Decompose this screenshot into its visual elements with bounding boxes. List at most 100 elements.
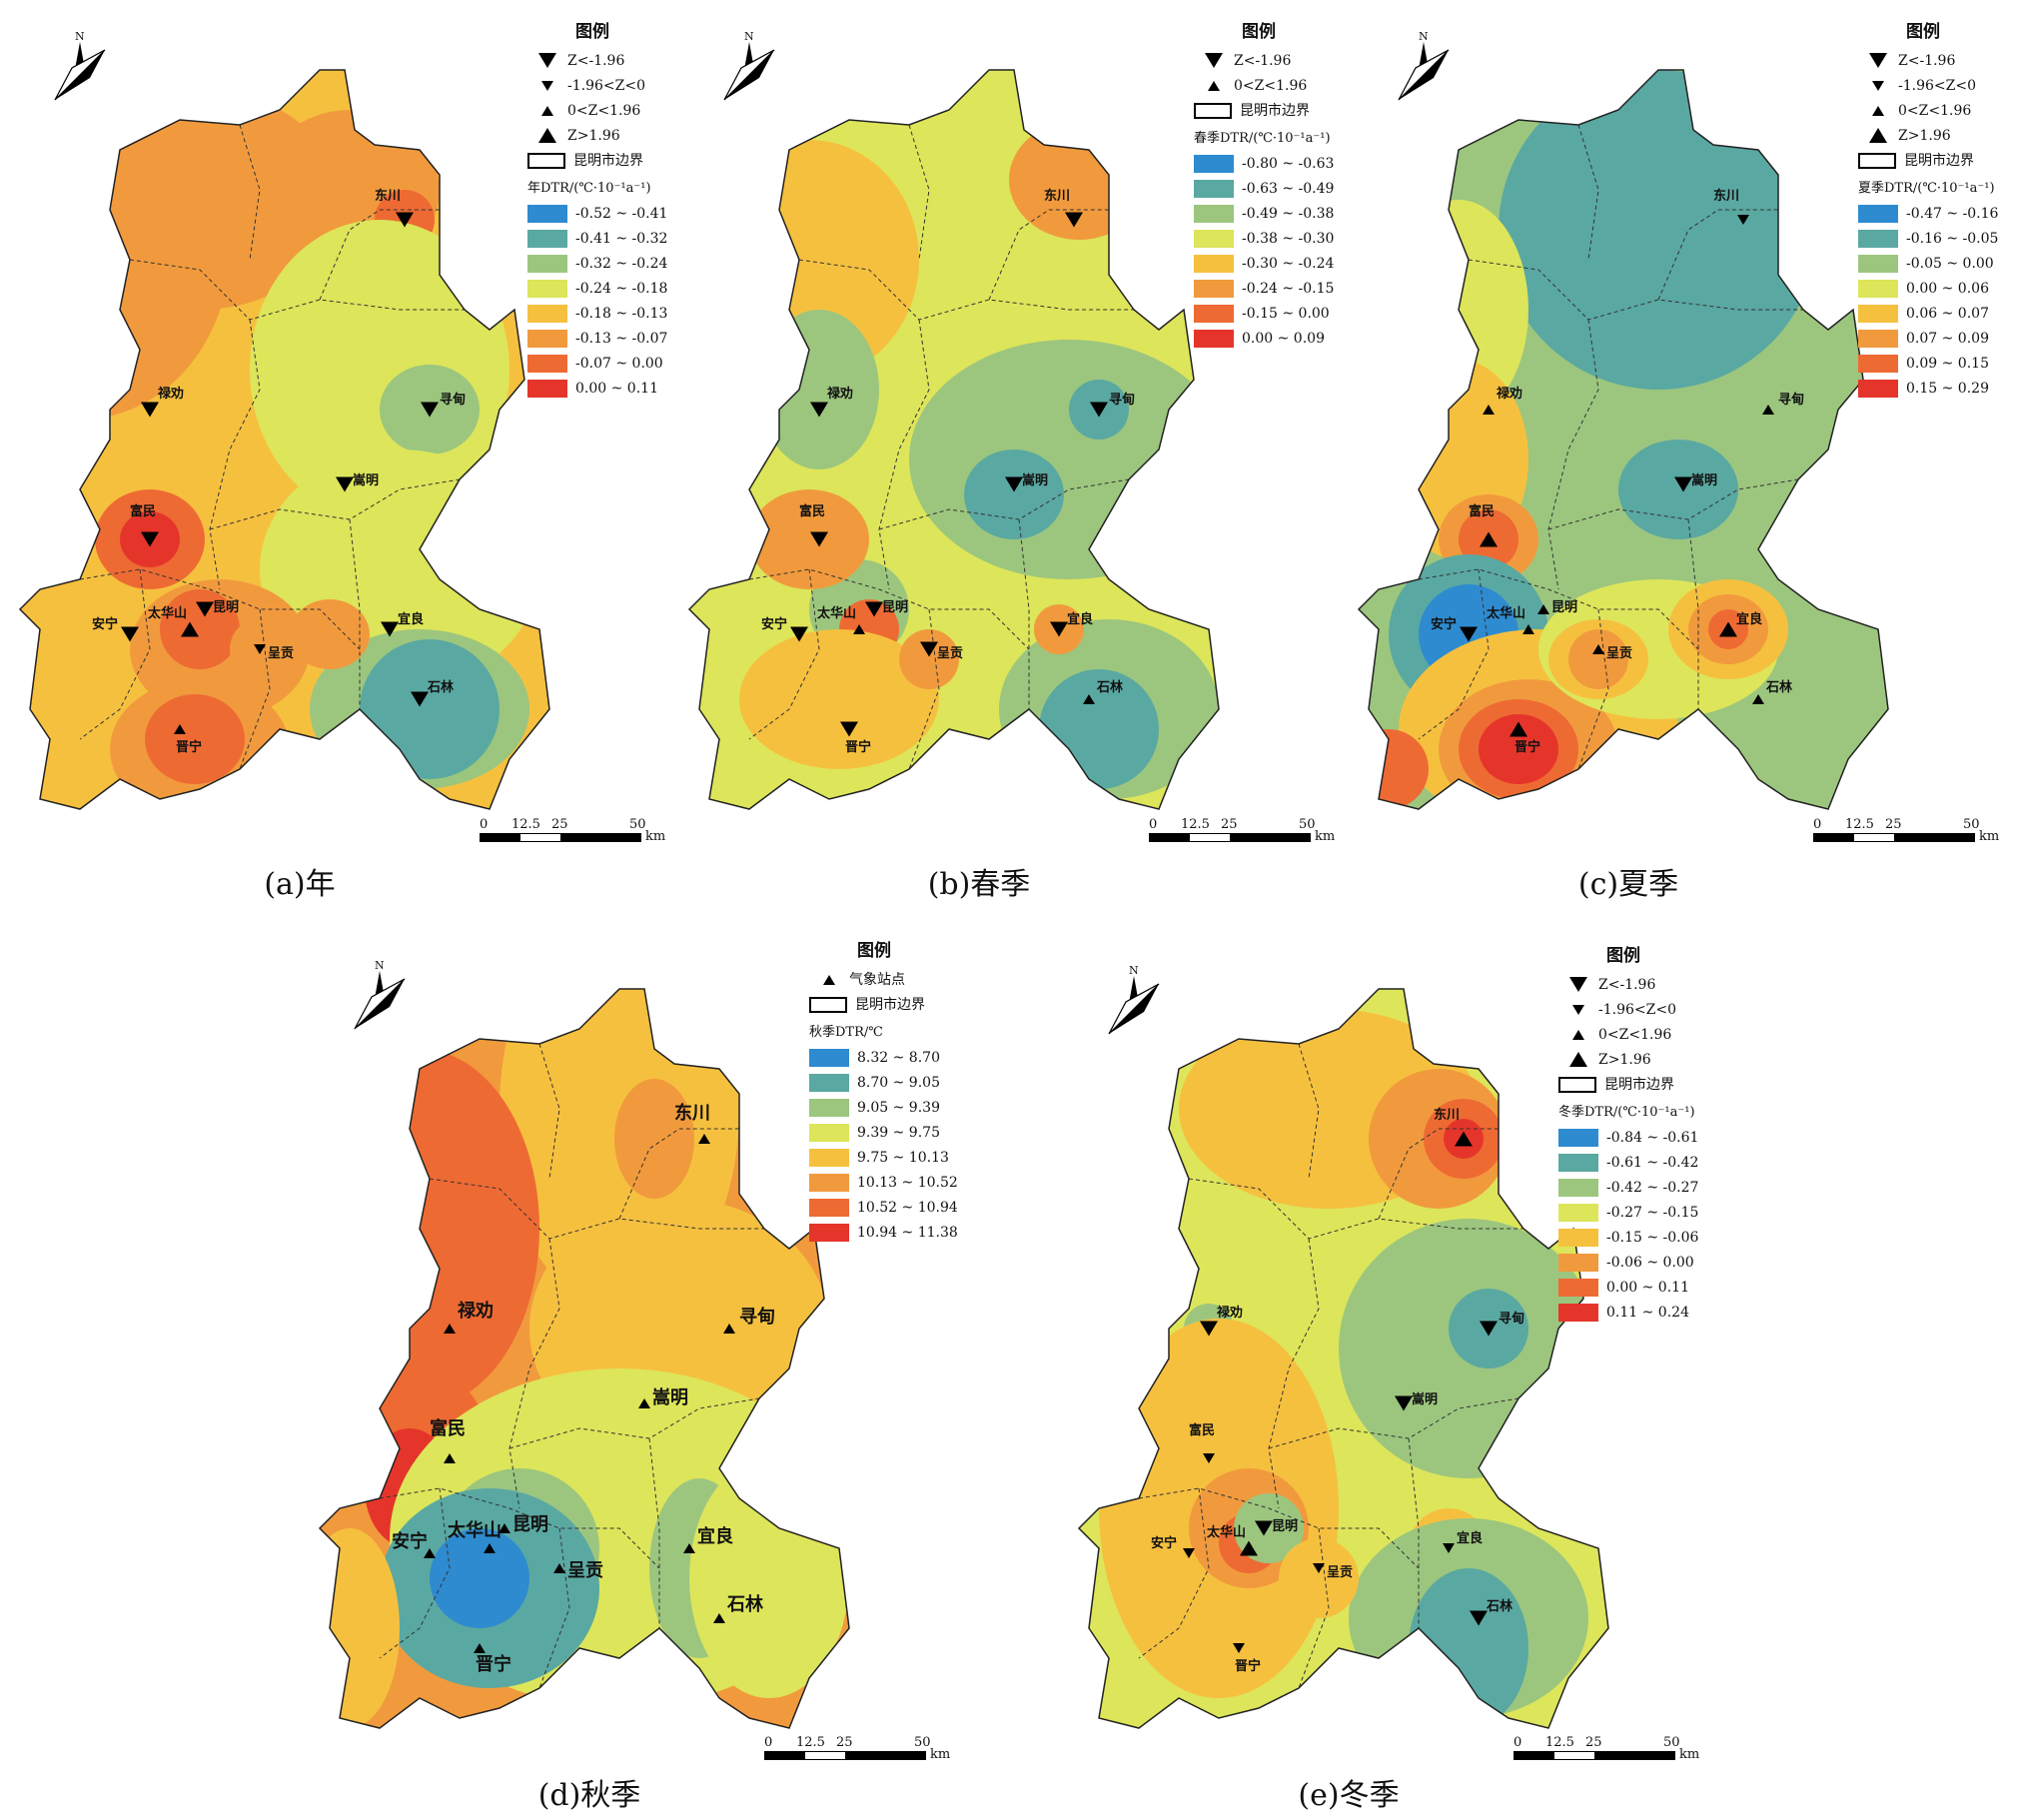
station-marker — [1762, 405, 1774, 415]
station-label: 昆明 — [1272, 1518, 1298, 1534]
legend-class-label: -0.07 ~ 0.00 — [575, 355, 663, 372]
legend-ramp-title: 春季DTR/(℃·10⁻¹a⁻¹) — [1194, 131, 1331, 146]
legend-class-label: -0.15 ~ 0.00 — [1242, 305, 1330, 322]
legend-title: 图例 — [1606, 946, 1640, 966]
station-marker — [174, 724, 186, 734]
legend-class-row: 0.00 ~ 0.06 — [1858, 276, 1998, 301]
station-marker — [1522, 624, 1534, 634]
legend-class-label: -0.38 ~ -0.30 — [1242, 230, 1335, 247]
station-label: 宜良 — [697, 1525, 733, 1547]
county-boundary — [379, 1487, 451, 1659]
station-label: 安宁 — [761, 616, 787, 632]
legend-boundary-label: 昆明市边界 — [1240, 102, 1310, 119]
trend-triangle-icon — [538, 53, 556, 68]
legend-class-row: -0.18 ~ -0.13 — [527, 301, 667, 326]
county-boundary — [239, 124, 261, 261]
legend-class-row: 0.09 ~ 0.15 — [1858, 351, 1998, 376]
dtr-zone — [1409, 1568, 1528, 1728]
station-marker — [853, 624, 865, 634]
legend-class-label: 10.94 ~ 11.38 — [857, 1224, 958, 1241]
station-label: 寻甸 — [1499, 1311, 1524, 1327]
legend-class-row: 0.15 ~ 0.29 — [1858, 376, 1998, 401]
station-marker — [196, 601, 214, 617]
north-arrow-icon: N — [50, 30, 110, 109]
legend-title: 图例 — [857, 941, 891, 961]
legend-class-row: 9.39 ~ 9.75 — [809, 1120, 958, 1145]
legend-class-label: -0.05 ~ 0.00 — [1906, 255, 1994, 272]
county-boundary — [878, 319, 930, 590]
station-label: 安宁 — [92, 616, 118, 632]
legend-class-label: -0.18 ~ -0.13 — [575, 305, 668, 322]
county-boundary — [1408, 1437, 1420, 1628]
legend-symbol-label: 0<Z<1.96 — [1234, 77, 1308, 94]
county-boundary — [538, 1043, 560, 1180]
legend-class-row: -0.52 ~ -0.41 — [527, 201, 667, 226]
dtr-zone — [1009, 120, 1149, 240]
station-marker — [1200, 1321, 1218, 1337]
legend-swatch — [1194, 179, 1234, 198]
dtr-zone — [145, 694, 245, 784]
station-label: 嵩明 — [353, 472, 379, 488]
legend-class-row: -0.06 ~ 0.00 — [1558, 1250, 1698, 1275]
county-boundary — [1657, 209, 1778, 301]
legend-symbol-label: Z<-1.96 — [567, 52, 625, 69]
legend-class-row: 10.52 ~ 10.94 — [809, 1195, 958, 1220]
legend-class-label: 0.09 ~ 0.15 — [1906, 355, 1989, 372]
legend-boundary-row: 昆明市边界 — [527, 148, 667, 173]
station-marker — [1090, 402, 1108, 418]
scale-tick: 50 — [629, 817, 646, 832]
scale-tick: 25 — [1585, 1735, 1602, 1750]
station-label: 富民 — [799, 503, 825, 519]
scale-unit: km — [645, 829, 666, 844]
county-boundary — [748, 568, 1030, 650]
station-marker — [1460, 626, 1478, 642]
station-marker — [638, 1398, 650, 1408]
legend-swatch — [1558, 1303, 1598, 1322]
legend-symbol-label: 0<Z<1.96 — [567, 102, 641, 119]
station-marker — [1510, 721, 1527, 737]
scale-tick: 25 — [1221, 817, 1238, 832]
trend-triangle-icon — [1208, 80, 1220, 91]
county-boundary — [79, 568, 151, 740]
legend-symbol-row: Z<-1.96 — [1558, 972, 1698, 997]
legend-title: 图例 — [1242, 22, 1276, 42]
station-label: 东川 — [674, 1102, 710, 1124]
station-marker — [713, 1613, 725, 1623]
county-boundary — [1268, 1238, 1320, 1509]
station-marker — [1240, 1540, 1258, 1556]
dtr-zone — [430, 1528, 529, 1628]
legend-ramp-title: 夏季DTR/(℃·10⁻¹a⁻¹) — [1858, 181, 1995, 196]
legend-swatch — [1558, 1203, 1598, 1222]
legend-swatch — [809, 1073, 849, 1092]
legend-class-label: -0.41 ~ -0.32 — [575, 230, 668, 247]
legend-class-label: -0.24 ~ -0.15 — [1242, 280, 1335, 297]
legend-swatch — [1194, 304, 1234, 323]
station-marker — [1483, 405, 1495, 415]
legend-class-row: 8.70 ~ 9.05 — [809, 1070, 958, 1095]
county-boundary — [429, 1178, 764, 1240]
north-label: N — [375, 959, 385, 972]
legend-class-label: -0.42 ~ -0.27 — [1606, 1179, 1699, 1196]
legend-class-label: 8.32 ~ 8.70 — [857, 1049, 940, 1066]
legend-symbol-label: Z<-1.96 — [1898, 52, 1956, 69]
panel-caption: (e)冬季 — [1298, 1778, 1400, 1813]
legend-swatch — [1558, 1178, 1598, 1197]
legend-class-label: 0.00 ~ 0.09 — [1242, 330, 1325, 347]
scale-tick: 12.5 — [1845, 817, 1874, 832]
legend-boundary-row: 昆明市边界 — [1558, 1072, 1698, 1097]
scale-tick: 0 — [764, 1735, 773, 1750]
panel-caption: (c)夏季 — [1577, 867, 1679, 902]
legend-swatch — [1858, 304, 1898, 323]
legend-class-label: 0.07 ~ 0.09 — [1906, 330, 1989, 347]
legend: 图例 Z<-1.96 -1.96<Z<0 0<Z<1.96 Z>1.96 昆明市边界 年DT… — [527, 20, 667, 401]
station-marker — [1395, 1395, 1413, 1411]
legend-swatch — [1858, 204, 1898, 223]
legend-symbol-row: 气象站点 — [809, 967, 958, 992]
county-boundary — [1298, 1527, 1330, 1689]
station-label: 昆明 — [882, 599, 908, 615]
scale-tick: 12.5 — [1181, 817, 1210, 832]
legend-class-row: -0.27 ~ -0.15 — [1558, 1200, 1698, 1225]
station-label: 富民 — [1189, 1422, 1215, 1438]
trend-triangle-icon — [1572, 1029, 1584, 1040]
